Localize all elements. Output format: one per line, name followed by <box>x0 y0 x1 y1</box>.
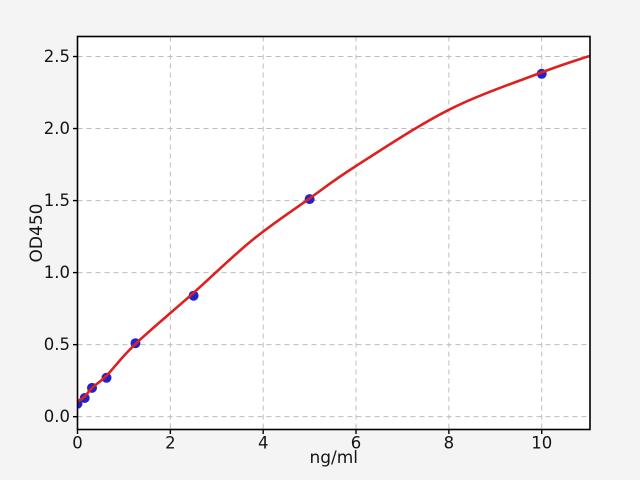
tick-layer: 0 2 4 6 8 10 0.0 0.5 1.0 1.5 2.0 2.5 <box>44 47 552 452</box>
fit-curve <box>77 54 590 403</box>
axes-spines <box>76 35 591 431</box>
y-tick-label: 0.5 <box>44 335 70 354</box>
y-tick-label: 1.5 <box>44 191 70 210</box>
x-tick-label: 2 <box>165 434 176 453</box>
x-tick-label: 0 <box>72 434 83 453</box>
standard-point <box>188 290 199 301</box>
x-tick-label: 6 <box>351 434 362 453</box>
standard-point <box>101 372 112 383</box>
data-layer <box>77 54 590 409</box>
x-tick-label: 8 <box>444 434 455 453</box>
x-axis-label: ng/ml <box>309 448 358 468</box>
y-tick-label: 2.0 <box>44 119 70 138</box>
grid-layer <box>77 36 590 430</box>
plot-area <box>77 36 590 430</box>
y-tick-label: 1.0 <box>44 263 70 282</box>
y-tick-label: 2.5 <box>44 47 70 66</box>
y-tick-label: 0.0 <box>44 407 70 426</box>
x-tick-label: 10 <box>531 434 552 453</box>
y-axis-label: OD450 <box>27 204 47 263</box>
x-tick-label: 4 <box>258 434 269 453</box>
